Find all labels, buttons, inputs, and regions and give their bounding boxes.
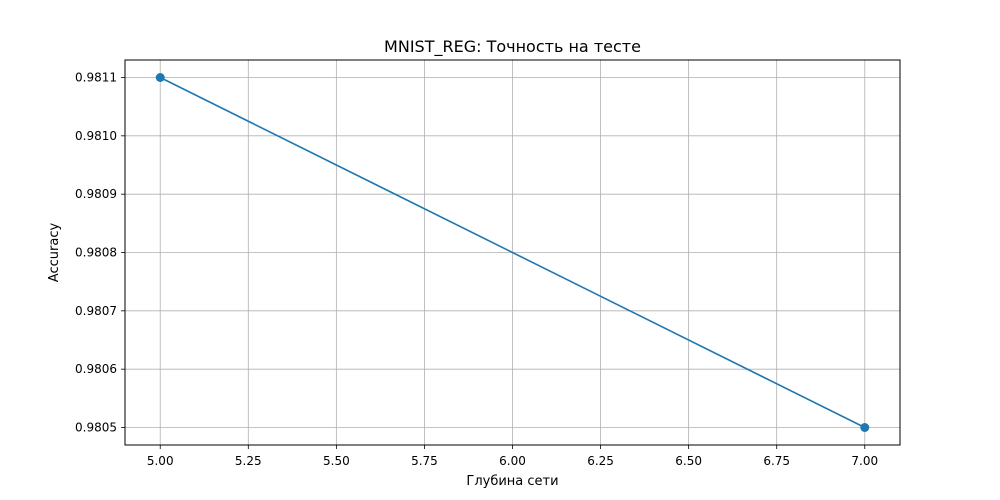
x-tick-label: 5.50: [323, 454, 350, 468]
x-tick-label: 7.00: [851, 454, 878, 468]
x-tick-label: 6.50: [675, 454, 702, 468]
x-tick-label: 6.25: [587, 454, 614, 468]
y-tick-label: 0.9810: [75, 129, 117, 143]
y-tick-label: 0.9806: [75, 362, 117, 376]
series-line: [159, 76, 866, 429]
x-axis-label: Глубина сети: [466, 474, 558, 489]
y-tick-label: 0.9805: [75, 421, 117, 435]
y-axis: 0.9805 0.9806 0.9807 0.9808 0.9809 0.9810 0.98…: [75, 71, 125, 435]
x-tick-label: 6.75: [763, 454, 790, 468]
chart-title: MNIST_REG: Точность на тесте: [384, 37, 641, 57]
x-tick-label: 5.00: [147, 454, 174, 468]
x-tick-label: 5.25: [235, 454, 262, 468]
x-tick-label: 5.75: [411, 454, 438, 468]
x-axis: 5.00 5.25 5.50 5.75 6.00 6.25 6.50 6.75 7.00: [147, 445, 878, 468]
y-tick-label: 0.9809: [75, 187, 117, 201]
y-tick-label: 0.9808: [75, 246, 117, 260]
y-tick-label: 0.9811: [75, 71, 117, 85]
x-tick-label: 6.00: [499, 454, 526, 468]
series-layer: [155, 73, 870, 432]
data-point: [155, 73, 165, 82]
y-axis-label: Accuracy: [47, 223, 62, 283]
y-tick-label: 0.9807: [75, 304, 117, 318]
data-point: [860, 423, 870, 432]
